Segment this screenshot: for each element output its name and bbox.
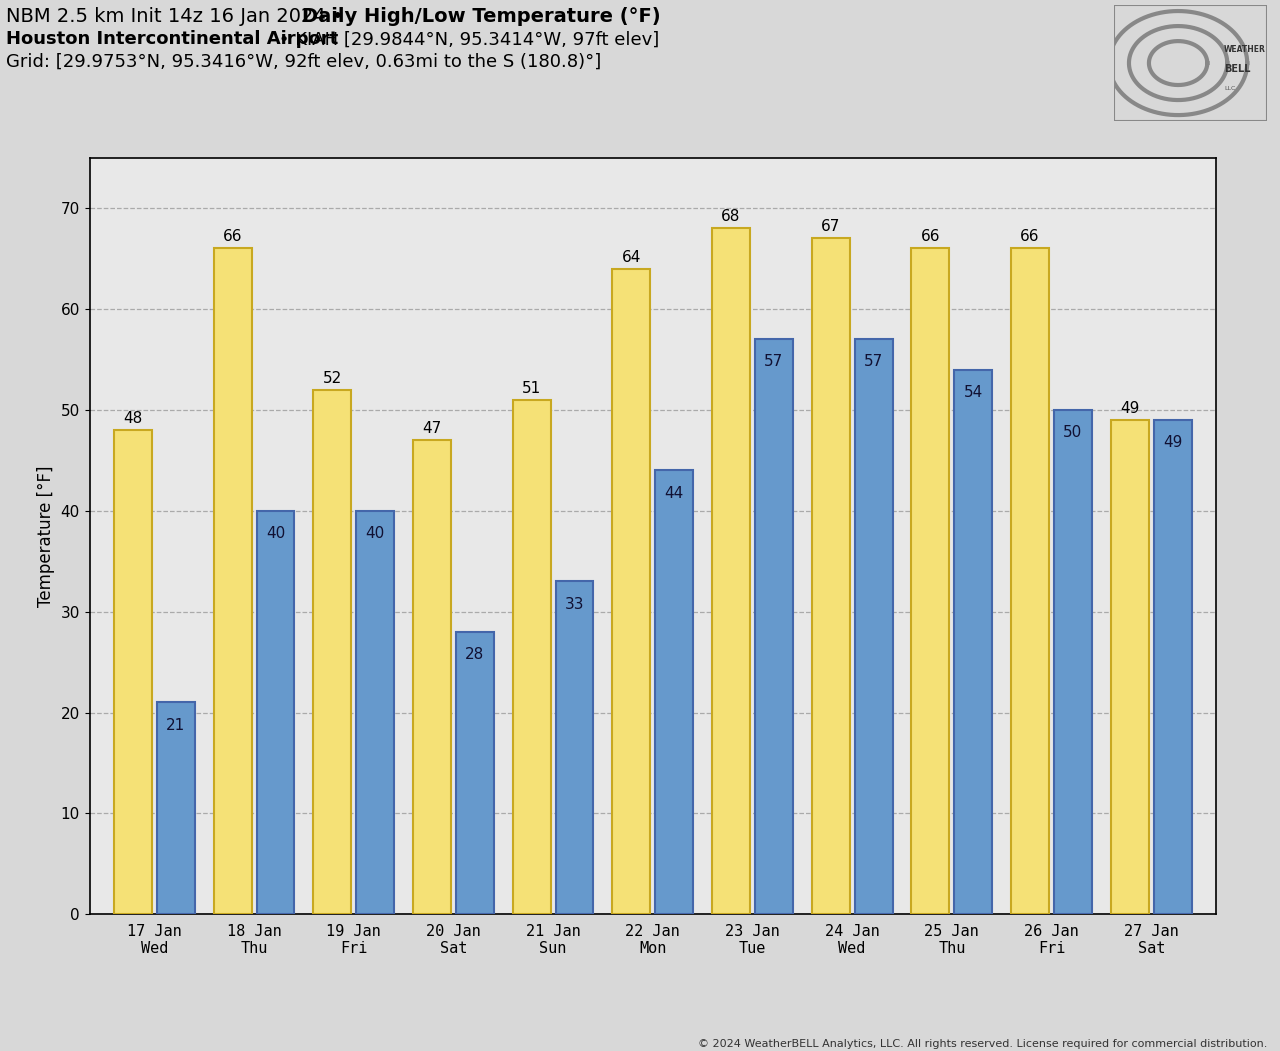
Text: BELL: BELL — [1224, 64, 1251, 74]
Bar — [114, 430, 152, 914]
Bar — [356, 511, 394, 914]
Text: 66: 66 — [1020, 229, 1039, 245]
Bar — [413, 440, 451, 914]
Text: Grid: [29.9753°N, 95.3416°W, 92ft elev, 0.63mi to the S (180.8)°]: Grid: [29.9753°N, 95.3416°W, 92ft elev, … — [6, 53, 602, 70]
Bar — [911, 248, 950, 914]
Text: 51: 51 — [522, 380, 541, 396]
Text: 49: 49 — [1120, 400, 1139, 416]
Bar — [755, 339, 792, 914]
Bar — [214, 248, 252, 914]
Text: 44: 44 — [664, 486, 684, 500]
Bar — [855, 339, 892, 914]
Bar — [712, 228, 750, 914]
Bar — [1011, 248, 1050, 914]
Y-axis label: Temperature [°F]: Temperature [°F] — [37, 466, 55, 606]
Bar — [556, 581, 594, 914]
Text: 57: 57 — [764, 354, 783, 369]
Text: 68: 68 — [722, 209, 741, 224]
Text: • KIAH [29.9844°N, 95.3414°W, 97ft elev]: • KIAH [29.9844°N, 95.3414°W, 97ft elev] — [273, 30, 659, 48]
Text: NBM 2.5 km Init 14z 16 Jan 2024 •: NBM 2.5 km Init 14z 16 Jan 2024 • — [6, 7, 349, 26]
Bar — [655, 471, 694, 914]
Text: 21: 21 — [166, 718, 186, 733]
Bar — [157, 702, 195, 914]
Text: Daily High/Low Temperature (°F): Daily High/Low Temperature (°F) — [302, 7, 660, 26]
Text: 66: 66 — [223, 229, 242, 245]
Text: 33: 33 — [564, 597, 584, 612]
Text: 64: 64 — [622, 249, 641, 265]
Text: 50: 50 — [1064, 425, 1083, 440]
Text: 47: 47 — [422, 421, 442, 436]
Text: 48: 48 — [123, 411, 142, 426]
Text: 40: 40 — [266, 526, 285, 541]
Text: 57: 57 — [864, 354, 883, 369]
Bar — [612, 269, 650, 914]
Text: 54: 54 — [964, 385, 983, 399]
Text: 67: 67 — [820, 220, 841, 234]
Bar — [513, 399, 550, 914]
Bar — [256, 511, 294, 914]
Text: LLC: LLC — [1224, 86, 1235, 91]
Bar — [1111, 420, 1148, 914]
Text: 28: 28 — [465, 647, 485, 662]
Bar — [456, 632, 494, 914]
Text: © 2024 WeatherBELL Analytics, LLC. All rights reserved. License required for com: © 2024 WeatherBELL Analytics, LLC. All r… — [698, 1038, 1267, 1049]
Text: 40: 40 — [366, 526, 385, 541]
Bar — [314, 390, 351, 914]
Text: WEATHER: WEATHER — [1224, 45, 1266, 54]
Text: Houston Intercontinental Airport: Houston Intercontinental Airport — [6, 30, 339, 48]
Text: 49: 49 — [1164, 435, 1183, 450]
Bar — [1153, 420, 1192, 914]
Bar — [955, 370, 992, 914]
Bar — [1053, 410, 1092, 914]
Bar — [812, 239, 850, 914]
Text: 66: 66 — [920, 229, 941, 245]
Text: 52: 52 — [323, 371, 342, 386]
